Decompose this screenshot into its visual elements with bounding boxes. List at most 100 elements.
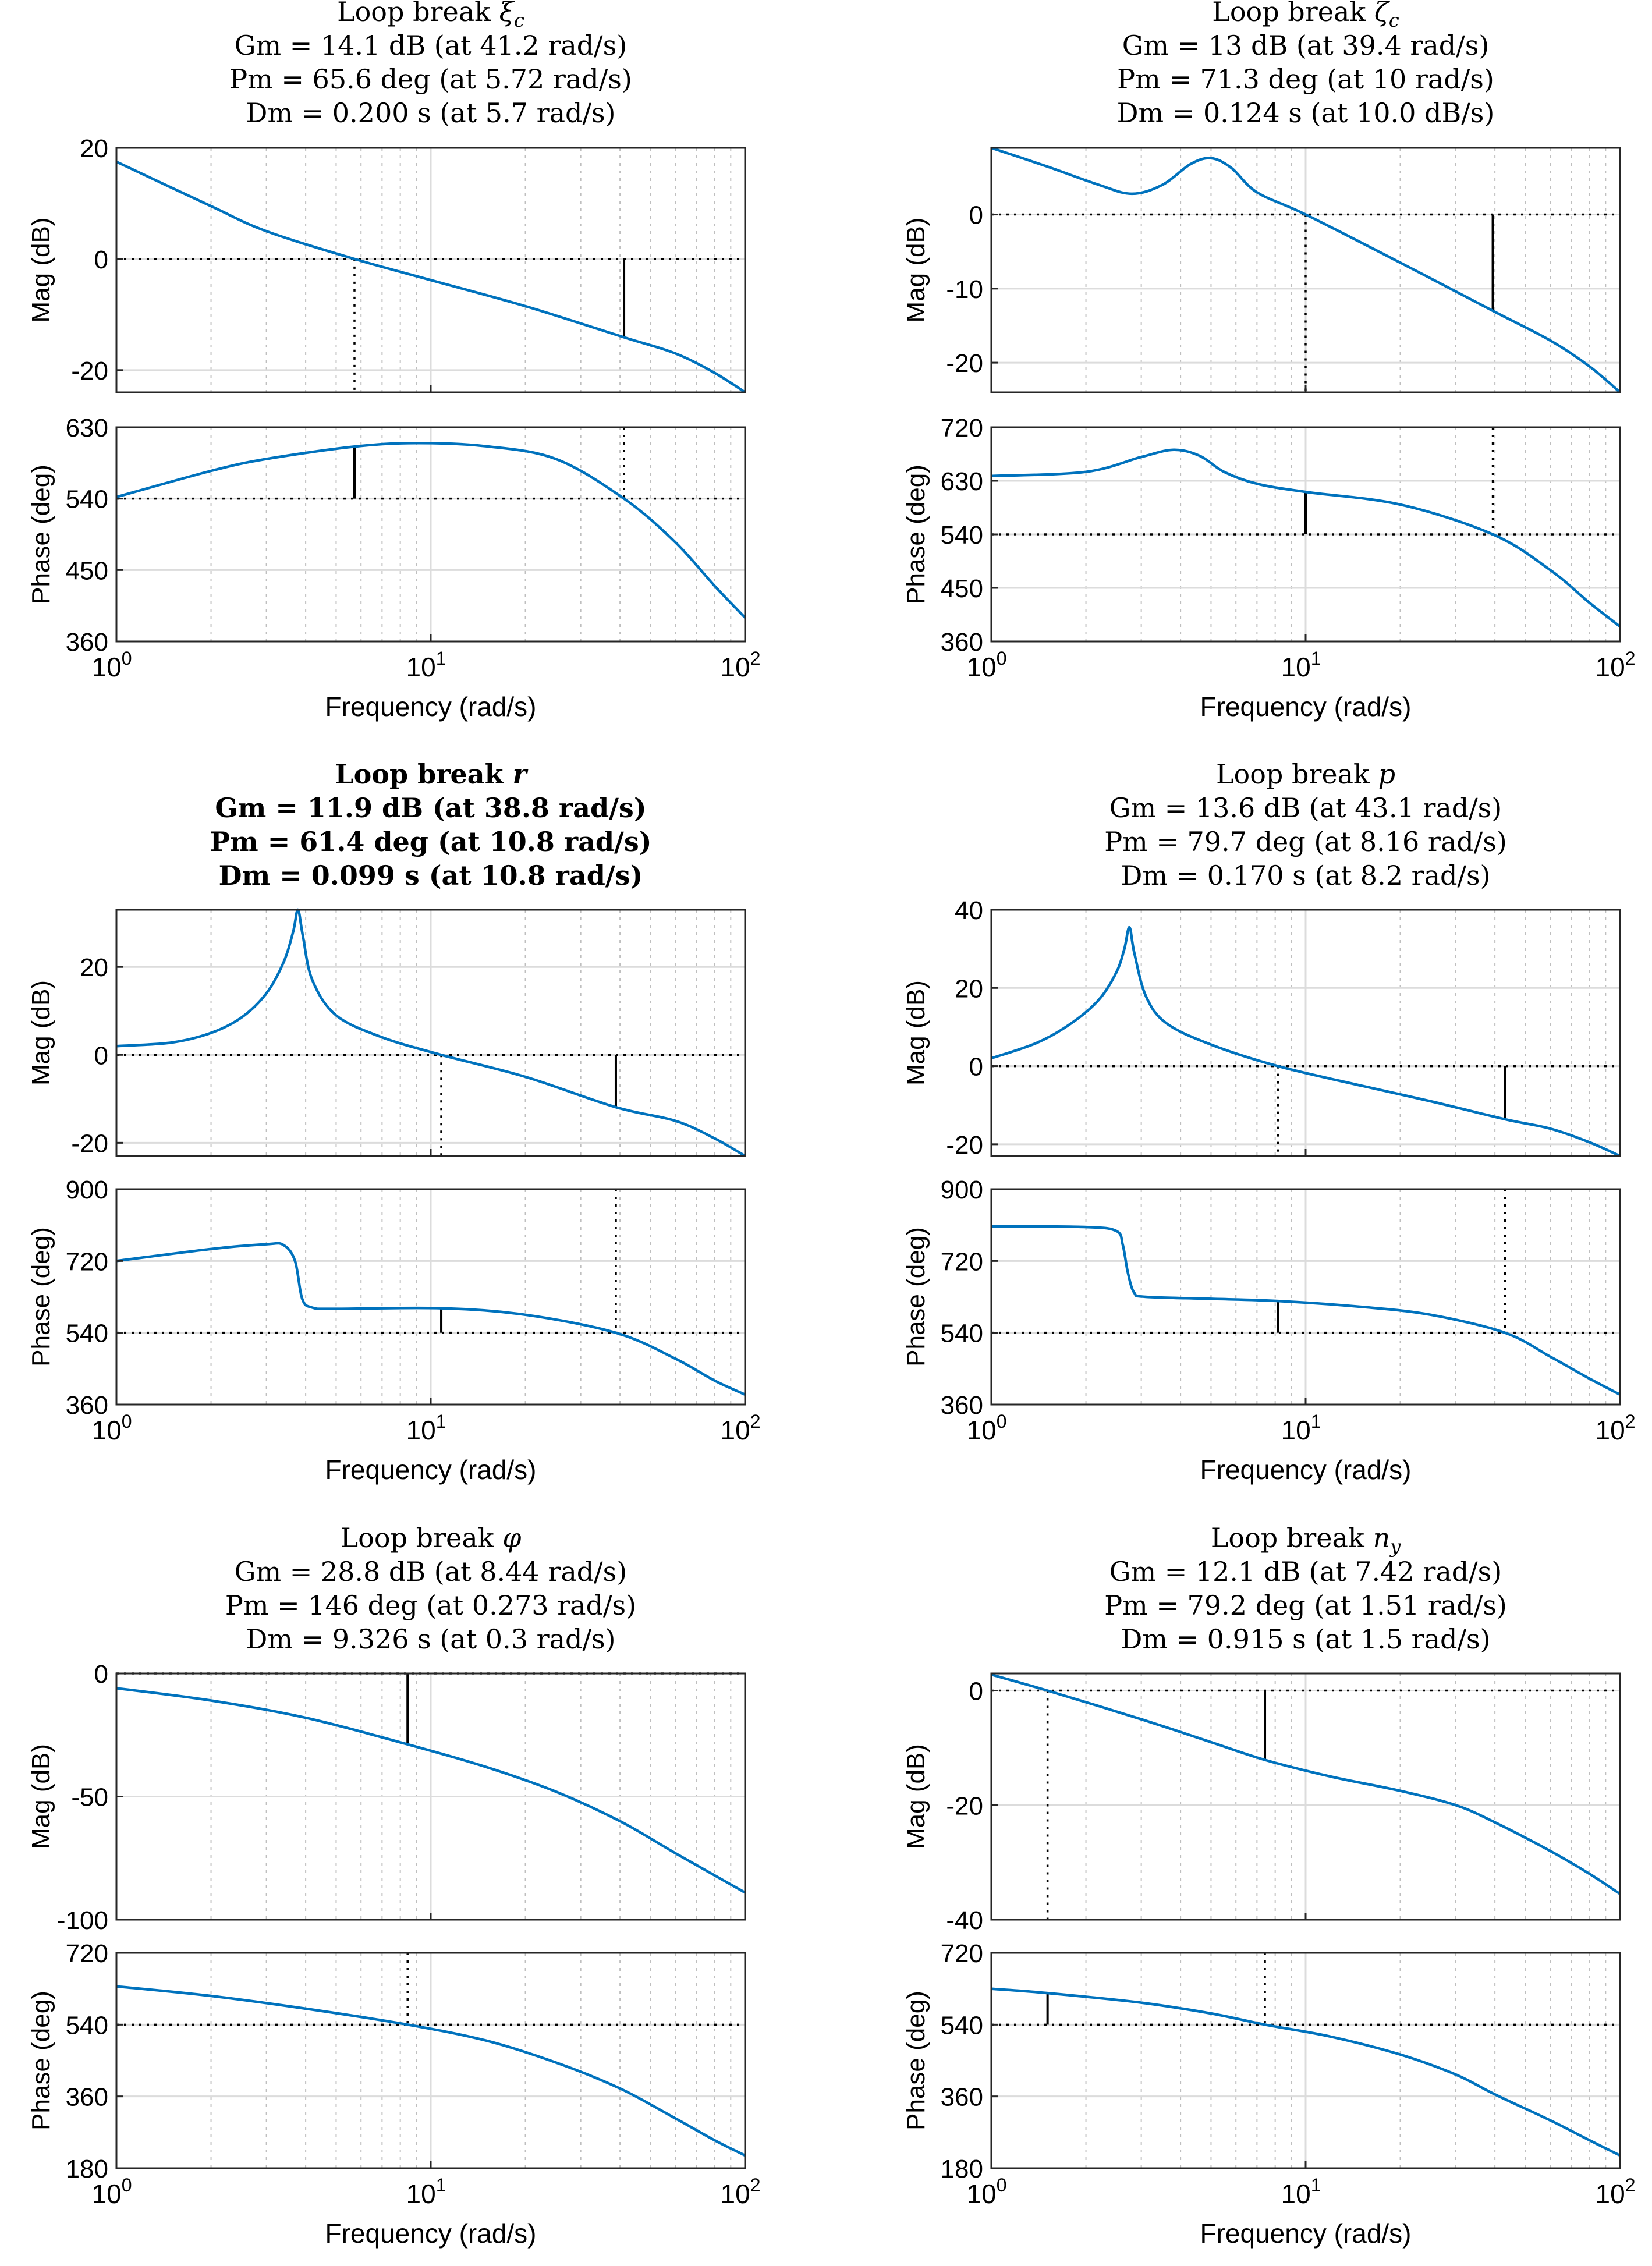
y-tick-label: 540: [66, 485, 108, 514]
x-tick-exponent: 0: [122, 2175, 132, 2196]
magnitude-curve: [991, 925, 1621, 1158]
y-tick-label: 900: [66, 1176, 108, 1204]
x-tick-label: 100: [92, 1411, 132, 1445]
y-tick-label: 0: [969, 1053, 983, 1081]
phase-axes-2: 360 540 720 900 Phase (deg): [27, 1176, 746, 1420]
phase-margin-text: Pm = 65.6 deg (at 5.72 rad/s): [229, 63, 632, 95]
phase-axis-label: Phase (deg): [27, 1227, 55, 1367]
plot-title: Loop break ζc: [1212, 0, 1399, 31]
delay-margin-text: Dm = 0.170 s (at 8.2 rad/s): [1121, 860, 1491, 891]
gain-margin-text: Gm = 11.9 dB (at 38.8 rad/s): [215, 792, 646, 824]
y-tick-label: 360: [941, 2083, 983, 2112]
delay-margin-text: Dm = 0.124 s (at 10.0 dB/s): [1117, 97, 1495, 129]
mag-axis-label: Mag (dB): [27, 980, 55, 1086]
phase-margin-text: Pm = 79.7 deg (at 8.16 rad/s): [1104, 826, 1507, 857]
bode-panel-2: Loop break rGm = 11.9 dB (at 38.8 rad/s)…: [92, 758, 761, 1485]
x-axis-label: Frequency (rad/s): [325, 2218, 536, 2249]
mag-axes-2: -20 0 20 Mag (dB): [27, 908, 746, 1158]
y-tick-label: 720: [941, 1939, 983, 1968]
magnitude-curve: [991, 1673, 1621, 1895]
mag-axis-label: Mag (dB): [27, 1744, 55, 1849]
phase-curve: [991, 1225, 1621, 1396]
plot-title: Loop break r: [335, 758, 529, 790]
phase-axes-5: 180 360 540 720 Phase (deg): [902, 1939, 1621, 2183]
phase-axes-3: 360 540 720 900 Phase (deg): [902, 1176, 1621, 1420]
y-tick-label: 360: [66, 1391, 108, 1420]
mag-axes-4: -100 -50 0 Mag (dB): [27, 1660, 746, 1935]
x-tick-base: 10: [1596, 652, 1625, 682]
y-tick-label: 360: [66, 2083, 108, 2112]
phase-curve: [116, 1985, 746, 2157]
x-tick-base: 10: [1281, 2179, 1311, 2209]
phase-axes-0: 360 450 540 630 Phase (deg): [27, 414, 746, 657]
x-tick-base: 10: [721, 2179, 750, 2209]
y-tick-label: 720: [66, 1939, 108, 1968]
phase-axis-label: Phase (deg): [902, 464, 930, 604]
y-tick-label: -10: [946, 275, 983, 304]
plot-title-text: Loop break: [1216, 758, 1378, 790]
x-tick-base: 10: [1596, 2179, 1625, 2209]
x-tick-label: 101: [406, 648, 446, 682]
magnitude-curve: [116, 160, 746, 393]
y-tick-label: -40: [946, 1906, 983, 1935]
x-tick-label: 102: [1596, 1411, 1636, 1445]
mag-axis-label: Mag (dB): [902, 218, 930, 323]
phase-axis-label: Phase (deg): [27, 464, 55, 604]
y-tick-label: -100: [57, 1906, 108, 1935]
delay-margin-text: Dm = 0.200 s (at 5.7 rad/s): [246, 97, 616, 129]
mag-axes-0: -20 0 20 Mag (dB): [27, 134, 746, 393]
x-tick-label: 101: [1281, 648, 1321, 682]
phase-axis-label: Phase (deg): [902, 1991, 930, 2130]
plot-title-symbol: r: [513, 758, 529, 790]
gain-margin-text: Gm = 13 dB (at 39.4 rad/s): [1122, 30, 1490, 61]
phase-curve: [116, 1242, 746, 1396]
phase-margin-text: Pm = 61.4 deg (at 10.8 rad/s): [210, 826, 651, 857]
x-tick-exponent: 1: [436, 2175, 446, 2196]
y-tick-label: 450: [66, 556, 108, 585]
x-tick-base: 10: [406, 1415, 436, 1445]
x-tick-base: 10: [406, 2179, 436, 2209]
plot-title-text: Loop break: [335, 758, 512, 790]
y-tick-label: -20: [71, 1129, 108, 1158]
phase-curve: [991, 448, 1621, 628]
plot-title-text: Loop break: [1211, 1522, 1373, 1554]
plot-title-subscript: y: [1389, 1536, 1401, 1558]
plot-title-symbol: p: [1378, 758, 1395, 790]
plot-title-subscript: c: [1389, 9, 1399, 31]
y-tick-label: 450: [941, 575, 983, 603]
plot-title-text: Loop break: [1212, 0, 1374, 27]
x-tick-exponent: 1: [1311, 1411, 1321, 1432]
x-tick-label: 100: [92, 2175, 132, 2209]
x-tick-exponent: 2: [1625, 2175, 1636, 2196]
y-tick-label: 720: [66, 1247, 108, 1276]
x-tick-exponent: 0: [122, 648, 132, 669]
y-tick-label: 540: [941, 2011, 983, 2040]
plot-title: Loop break φ: [341, 1522, 522, 1554]
y-tick-label: 720: [941, 1247, 983, 1276]
y-tick-label: 720: [941, 414, 983, 442]
y-tick-label: 900: [941, 1176, 983, 1204]
phase-axis-label: Phase (deg): [27, 1991, 55, 2130]
magnitude-curve: [116, 908, 746, 1157]
x-tick-label: 101: [406, 2175, 446, 2209]
y-tick-label: -20: [71, 357, 108, 385]
y-tick-label: 20: [80, 953, 108, 982]
y-tick-label: 20: [80, 134, 108, 163]
x-tick-label: 101: [1281, 2175, 1321, 2209]
y-tick-label: 540: [941, 521, 983, 549]
x-tick-base: 10: [1281, 1415, 1311, 1445]
x-tick-base: 10: [406, 652, 436, 682]
y-tick-label: 360: [941, 1391, 983, 1420]
mag-axis-label: Mag (dB): [902, 980, 930, 1086]
x-tick-label: 100: [967, 1411, 1007, 1445]
y-tick-label: -20: [946, 1131, 983, 1159]
plot-title-symbol: n: [1373, 1522, 1390, 1554]
x-tick-exponent: 0: [122, 1411, 132, 1432]
delay-margin-text: Dm = 0.099 s (at 10.8 rad/s): [219, 860, 643, 891]
y-tick-label: 540: [66, 1320, 108, 1348]
y-tick-label: 180: [941, 2155, 983, 2183]
gain-margin-text: Gm = 12.1 dB (at 7.42 rad/s): [1109, 1556, 1502, 1587]
phase-margin-text: Pm = 146 deg (at 0.273 rad/s): [225, 1590, 636, 1621]
x-tick-base: 10: [92, 652, 122, 682]
